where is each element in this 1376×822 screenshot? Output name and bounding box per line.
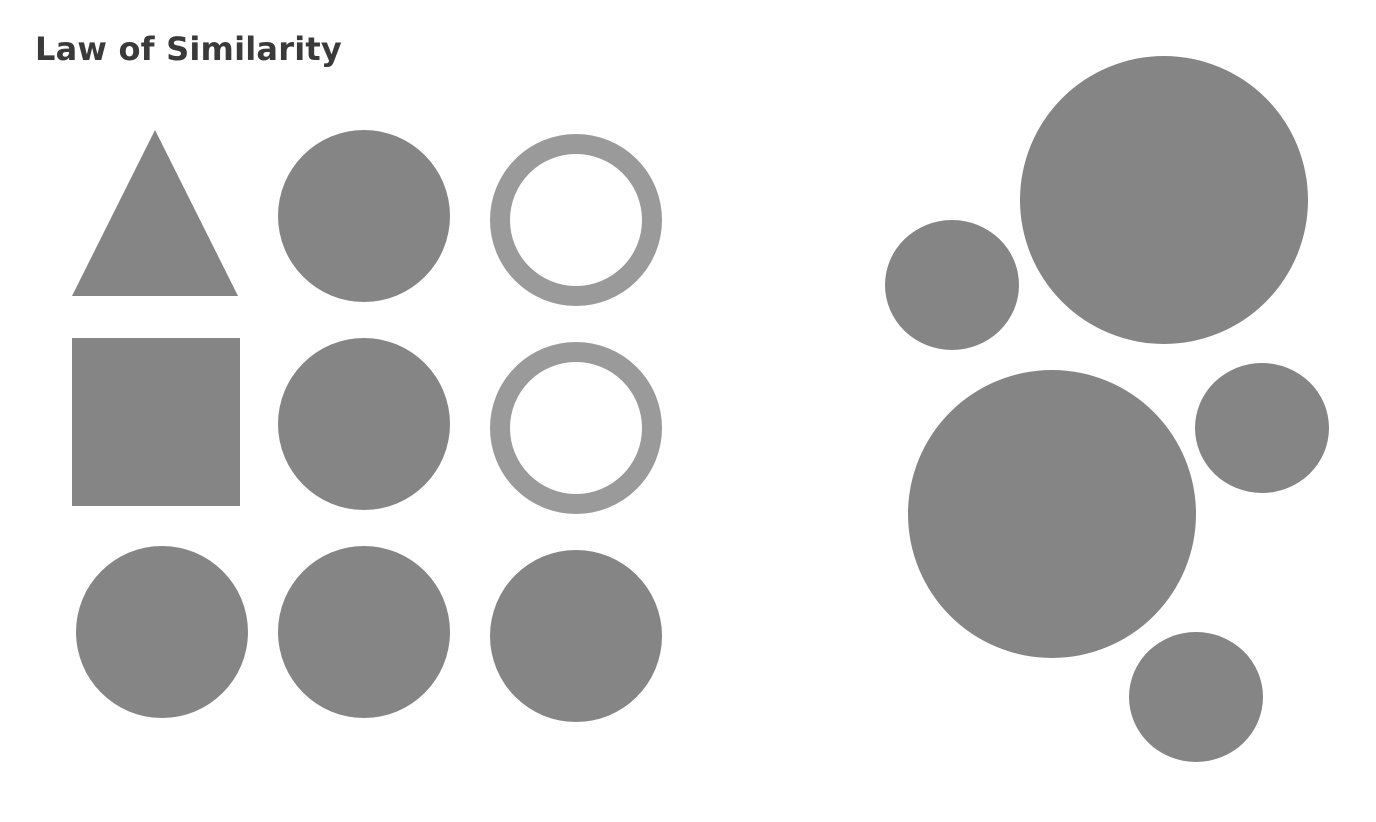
filled-circle-shape [278,130,450,302]
size-cluster [885,56,1329,762]
triangle-shape [72,130,238,296]
hollow-circle-shape [490,342,662,514]
small-circle-shape [1195,363,1329,493]
small-circle-shape [1129,632,1263,762]
filled-circle-shape [278,546,450,718]
page-title: Law of Similarity [35,30,342,68]
filled-circle-shape [490,550,662,722]
large-circle-shape [908,370,1196,658]
hollow-circle-shape [490,134,662,306]
shape-grid [72,130,662,722]
small-circle-shape [885,220,1019,350]
filled-circle-shape [76,546,248,718]
large-circle-shape [1020,56,1308,344]
filled-circle-shape [278,338,450,510]
square-shape [72,338,240,506]
